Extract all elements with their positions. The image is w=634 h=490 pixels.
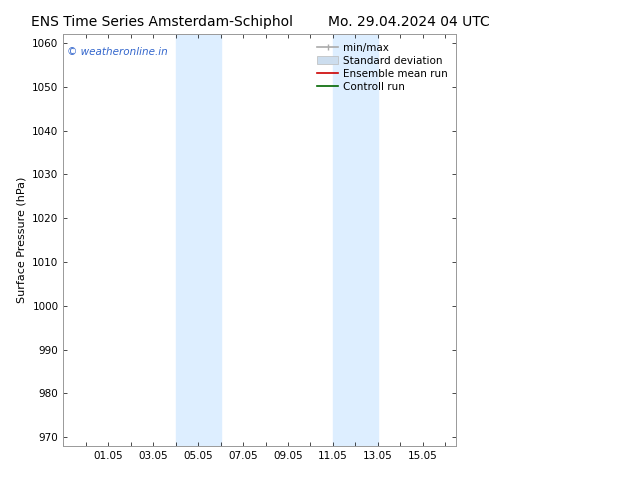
Y-axis label: Surface Pressure (hPa): Surface Pressure (hPa): [16, 177, 27, 303]
Bar: [176, 34, 221, 446]
Legend: min/max, Standard deviation, Ensemble mean run, Controll run: min/max, Standard deviation, Ensemble me…: [314, 40, 451, 95]
Bar: [333, 34, 378, 446]
Text: © weatheronline.in: © weatheronline.in: [67, 47, 168, 57]
Title: ENS Time Series Amsterdam-Schiphol        Mo. 29.04.2024 04 UTC: ENS Time Series Amsterdam-Schiphol Mo. 2…: [30, 15, 489, 29]
